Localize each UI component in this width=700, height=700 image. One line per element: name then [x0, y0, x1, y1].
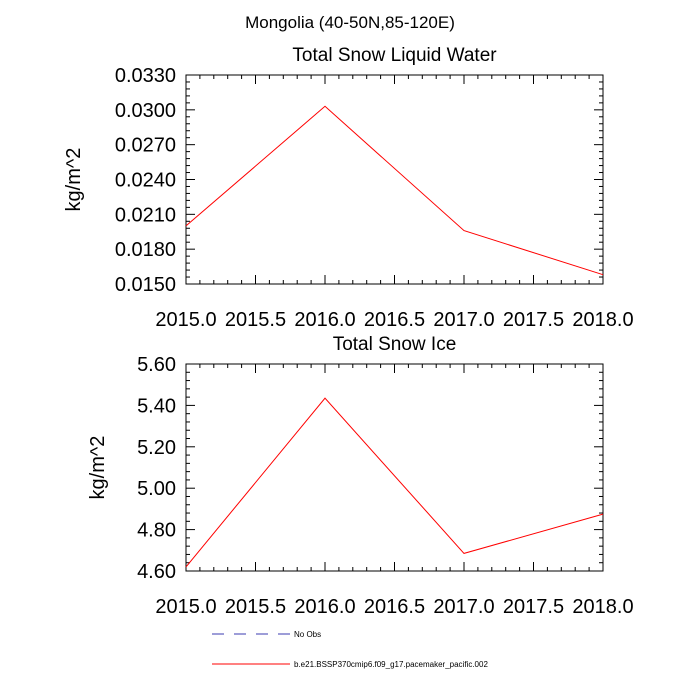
y-tick-label: 0.0330: [115, 65, 176, 87]
x-tick-label: 2015.0: [155, 309, 216, 331]
chart-panel-2: Total Snow Ice 2015.0 2015.5 2016.0 2016.5 20…: [87, 334, 634, 618]
x-tick-label: 2015.5: [225, 596, 286, 618]
x-tick-label: 2017.0: [433, 596, 494, 618]
data-point: [324, 105, 327, 108]
data-point: [463, 229, 466, 232]
x-tick-label: 2016.5: [364, 596, 425, 618]
data-point: [463, 552, 466, 555]
y-tick-label: 5.40: [137, 395, 176, 417]
y-tick-label: 0.0210: [115, 204, 176, 226]
data-point: [185, 565, 188, 568]
series-line-1: [185, 397, 604, 568]
data-point: [602, 513, 605, 516]
legend-label-model: b.e21.BSSP370cmip6.f09_g17.pacemaker_pac…: [294, 660, 488, 669]
y-tick-label: 0.0270: [115, 135, 176, 157]
x-tick-label: 2018.0: [572, 596, 633, 618]
x-tick-label: 2018.0: [572, 309, 633, 331]
y-tick-label: 5.20: [137, 437, 176, 459]
data-point: [602, 273, 605, 276]
y-axis-label: kg/m^2: [87, 436, 109, 500]
y-tick-label: 0.0240: [115, 170, 176, 192]
y-tick-label: 5.00: [137, 478, 176, 500]
x-tick-label: 2015.5: [225, 309, 286, 331]
x-tick-label: 2015.0: [155, 596, 216, 618]
data-point: [324, 397, 327, 400]
chart-panel-1: Total Snow Liquid Water 2015.0 2015.5 2016.…: [63, 45, 634, 331]
x-tick-label: 2017.5: [503, 596, 564, 618]
chart-title: Total Snow Ice: [333, 334, 457, 355]
legend: No Obs b.e21.BSSP370cmip6.f09_g17.pacema…: [212, 630, 488, 669]
y-axis-label: kg/m^2: [63, 148, 85, 212]
chart-title: Total Snow Liquid Water: [292, 45, 497, 66]
x-tick-label: 2016.5: [364, 309, 425, 331]
y-tick-label: 4.60: [137, 561, 176, 583]
legend-label-no-obs: No Obs: [294, 630, 321, 639]
y-tick-label: 5.60: [137, 354, 176, 376]
x-tick-label: 2017.0: [433, 309, 494, 331]
y-tick-label: 0.0300: [115, 100, 176, 122]
series-line-1: [185, 105, 604, 276]
y-tick-label: 0.0180: [115, 239, 176, 261]
data-point: [185, 224, 188, 227]
y-tick-label: 4.80: [137, 520, 176, 542]
y-tick-label: 0.0150: [115, 274, 176, 296]
x-tick-label: 2016.0: [294, 596, 355, 618]
plot-frame: [185, 74, 604, 285]
x-tick-label: 2016.0: [294, 309, 355, 331]
figure-suptitle: Mongolia (40-50N,85-120E): [245, 13, 455, 32]
x-tick-label: 2017.5: [503, 309, 564, 331]
plot-frame: [185, 363, 604, 572]
